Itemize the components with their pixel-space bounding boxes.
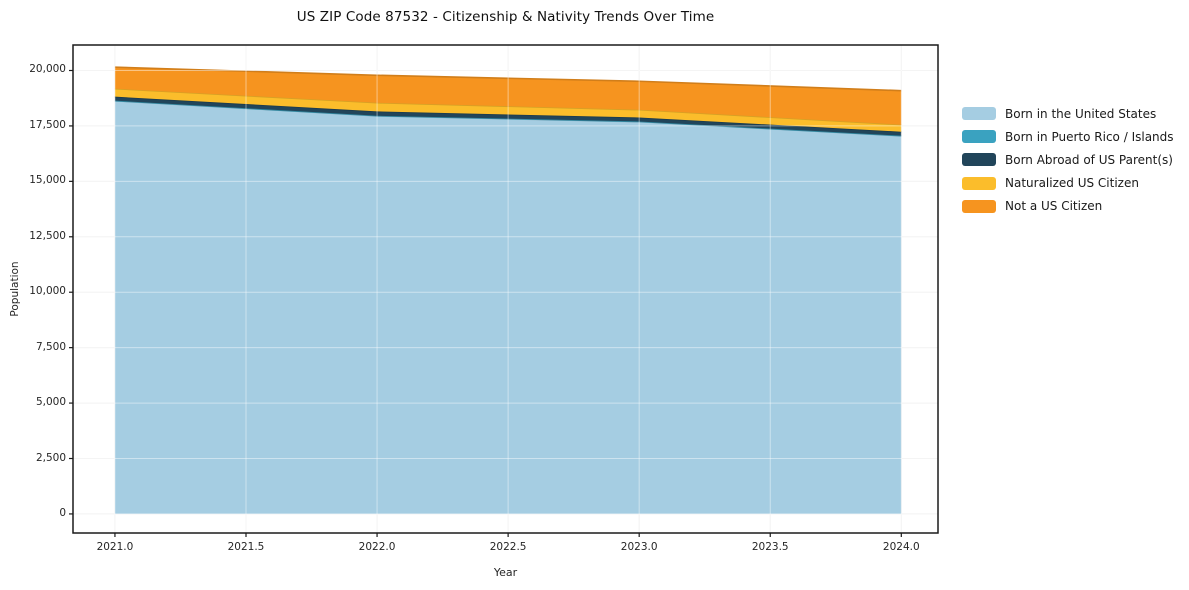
legend: Born in the United States Born in Puerto …: [962, 102, 1174, 218]
x-axis-label: Year: [493, 566, 518, 579]
y-tick-label: 2,500: [35, 451, 66, 464]
y-tick-label: 7,500: [35, 340, 66, 353]
x-tick-label: 2024.0: [882, 541, 920, 553]
area-not-a-us-citizen: [114, 67, 902, 125]
x-tick-label: 2023.0: [620, 541, 658, 553]
y-tick-label: 15,000: [29, 174, 66, 187]
legend-item: Naturalized US Citizen: [962, 172, 1174, 195]
plot-border: [72, 44, 939, 534]
legend-item: Not a US Citizen: [962, 195, 1174, 218]
y-tick-label: 17,500: [29, 118, 66, 131]
x-tick-label: 2022.5: [489, 541, 527, 553]
x-tick-label: 2023.5: [751, 541, 789, 553]
legend-item: Born in Puerto Rico / Islands: [962, 125, 1174, 148]
legend-swatch: [962, 199, 996, 213]
legend-item: Born Abroad of US Parent(s): [962, 148, 1174, 171]
y-tick-label: 10,000: [29, 285, 66, 298]
y-tick-label: 20,000: [29, 63, 66, 76]
edge-line: [114, 66, 902, 92]
y-tick-label: 5,000: [35, 396, 66, 409]
legend-label: Not a US Citizen: [1005, 199, 1103, 214]
chart-title: US ZIP Code 87532 - Citizenship & Nativi…: [296, 9, 715, 25]
x-tick-label: 2021.5: [227, 541, 265, 553]
y-tick-label: 12,500: [29, 229, 66, 242]
legend-swatch: [962, 107, 996, 121]
legend-label: Born in the United States: [1005, 106, 1157, 121]
legend-swatch: [962, 176, 996, 190]
area-born-in-the-united-states: [114, 100, 902, 514]
legend-label: Naturalized US Citizen: [1005, 176, 1139, 191]
x-tick-label: 2021.0: [96, 541, 134, 553]
legend-item: Born in the United States: [962, 102, 1174, 125]
area-born-abroad-of-us-parent-s-: [114, 96, 902, 136]
legend-label: Born in Puerto Rico / Islands: [1005, 129, 1174, 144]
legend-swatch: [962, 130, 996, 144]
legend-label: Born Abroad of US Parent(s): [1005, 152, 1173, 167]
y-tick-label: 0: [59, 506, 66, 519]
x-tick-label: 2022.0: [358, 541, 396, 553]
legend-swatch: [962, 153, 996, 167]
